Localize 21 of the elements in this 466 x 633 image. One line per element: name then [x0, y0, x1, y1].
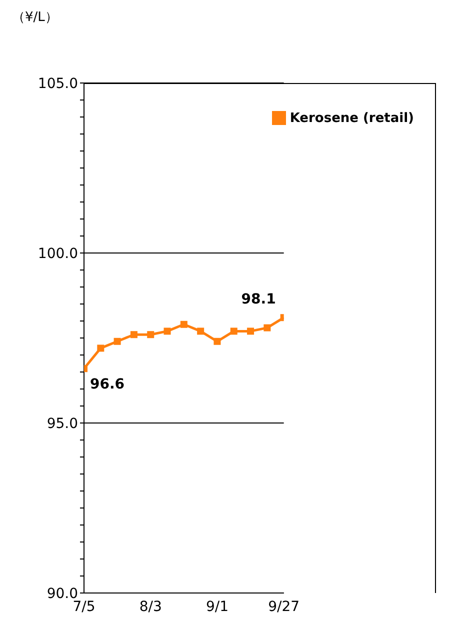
- point: [97, 344, 104, 352]
- x-tick-label: 9/27: [268, 598, 300, 615]
- y-axis-title: （¥/L）: [11, 9, 59, 27]
- point: [197, 328, 204, 335]
- point: [247, 328, 254, 335]
- y-tick-label: 105.0: [38, 76, 78, 92]
- point: [264, 324, 271, 332]
- data-label: 96.6: [90, 376, 125, 393]
- point: [164, 328, 171, 335]
- point: [230, 328, 238, 335]
- x-tick-label: 8/3: [139, 598, 162, 615]
- data-label: 98.1: [241, 292, 276, 308]
- point: [147, 331, 154, 338]
- point: [214, 338, 221, 345]
- y-tick-label: 100.0: [38, 246, 78, 262]
- point: [180, 320, 188, 328]
- y-tick-label: 95.0: [46, 416, 78, 432]
- point: [130, 331, 138, 338]
- point: [114, 338, 121, 345]
- x-tick-label: 9/1: [206, 598, 228, 615]
- legend-label: Kerosene (retail): [290, 111, 414, 126]
